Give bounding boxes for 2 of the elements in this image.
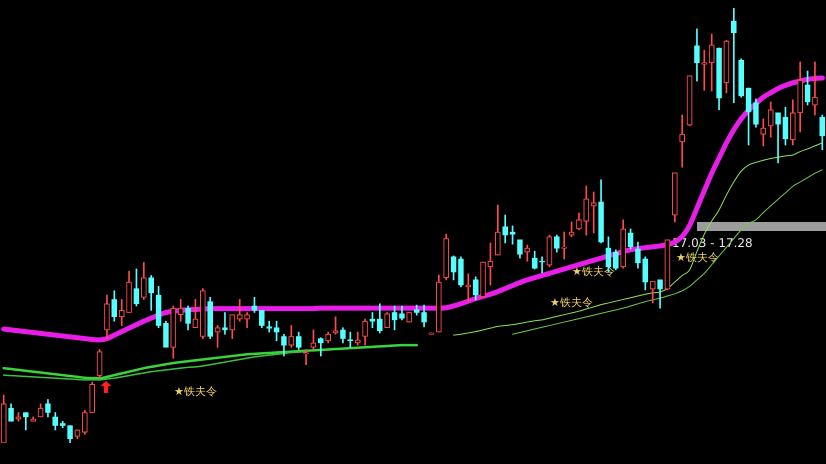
annotation: ★铁夫令 — [550, 296, 593, 309]
annotation: ★铁夫令 — [174, 384, 217, 398]
